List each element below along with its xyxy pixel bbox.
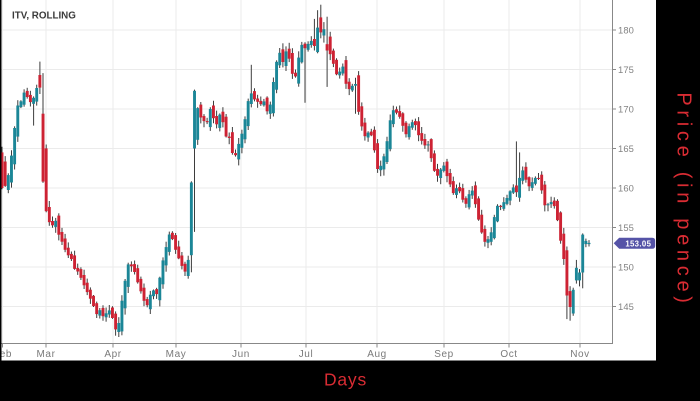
svg-text:May: May [166, 349, 187, 360]
svg-text:Apr: Apr [104, 349, 121, 360]
svg-text:175: 175 [618, 64, 634, 75]
svg-text:Days: Days [324, 370, 367, 390]
svg-text:165: 165 [618, 143, 634, 154]
svg-text:153.05: 153.05 [625, 239, 651, 248]
svg-text:Mar: Mar [36, 349, 55, 360]
svg-text:Nov: Nov [570, 349, 590, 360]
svg-text:Aug: Aug [367, 349, 387, 360]
svg-text:Jun: Jun [232, 349, 250, 360]
svg-text:Oct: Oct [500, 349, 517, 360]
svg-text:ITV, ROLLING: ITV, ROLLING [12, 11, 76, 22]
svg-text:Jul: Jul [299, 349, 314, 360]
svg-text:145: 145 [618, 301, 634, 312]
svg-text:150: 150 [618, 261, 634, 272]
svg-text:Sep: Sep [434, 349, 454, 360]
svg-text:155: 155 [618, 222, 634, 233]
svg-text:180: 180 [618, 24, 634, 35]
svg-text:Price (in pence): Price (in pence) [673, 92, 695, 307]
svg-text:160: 160 [618, 182, 634, 193]
svg-text:170: 170 [618, 103, 634, 114]
svg-text:Feb: Feb [0, 349, 12, 360]
